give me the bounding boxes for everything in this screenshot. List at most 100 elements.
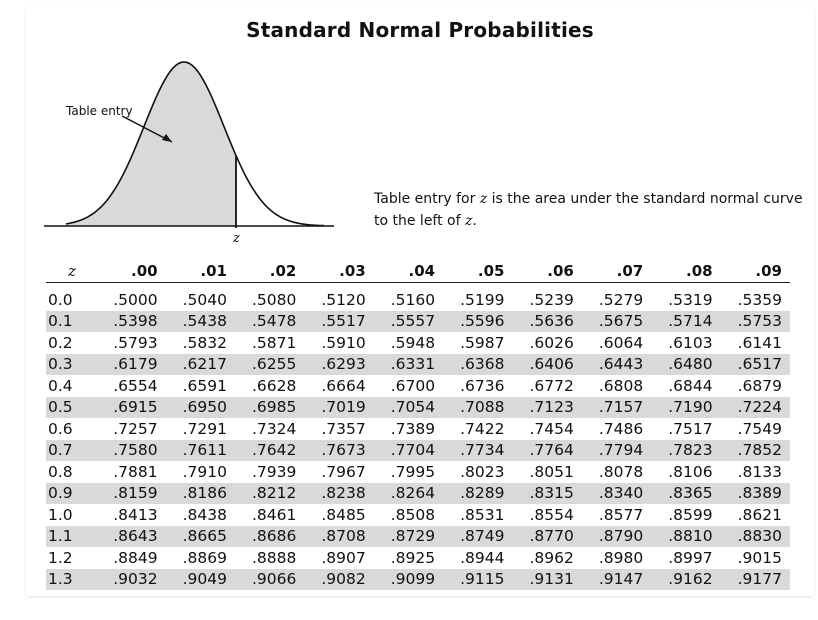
probability-cell: .7389: [390, 419, 436, 438]
probability-cell: .5160: [390, 290, 436, 309]
probability-cell: .6664: [321, 376, 366, 395]
probability-cell: .7549: [737, 419, 782, 438]
probability-cell: .8289: [443, 482, 513, 504]
z-value-cell: 0.2: [48, 333, 73, 352]
probability-cell: .8461: [251, 505, 297, 524]
probability-cell: .8665: [165, 525, 235, 547]
probability-cell: .7517: [668, 419, 713, 438]
z-value-cell: 1.2: [48, 548, 73, 567]
probability-cell: .6064: [598, 333, 644, 352]
probability-cell: .6217: [165, 353, 235, 375]
probability-cell: .7224: [720, 396, 790, 418]
probability-cell: .8810: [651, 525, 721, 547]
probability-cell: .5832: [182, 333, 227, 352]
column-header: .04: [373, 260, 444, 283]
table-row: 0.5.6915.6950.6985.7019.7054.7088.7123.7…: [46, 396, 790, 418]
probability-cell: .7454: [529, 419, 574, 438]
table-row: 0.3.6179.6217.6255.6293.6331.6368.6406.6…: [46, 353, 790, 375]
table-row: 1.3.9032.9049.9066.9082.9099.9115.9131.9…: [46, 568, 790, 590]
probability-cell: .7939: [251, 462, 297, 481]
probability-cell: .7764: [512, 439, 582, 461]
normal-curve-figure: z Table entry: [44, 56, 344, 256]
table-row: 0.7.7580.7611.7642.7673.7704.7734.7764.7…: [46, 439, 790, 461]
probability-cell: .5675: [581, 310, 652, 332]
probability-cell: .8729: [373, 525, 444, 547]
table-body: 0.0.5000.5040.5080.5120.5160.5199.5239.5…: [46, 283, 790, 590]
probability-cell: .7486: [598, 419, 644, 438]
probability-cell: .5239: [529, 290, 574, 309]
probability-cell: .8925: [390, 548, 436, 567]
z-value-cell: 0.7: [46, 439, 97, 461]
probability-cell: .8438: [182, 505, 227, 524]
probability-cell: .5199: [460, 290, 505, 309]
z-value-cell: 0.4: [48, 376, 73, 395]
z-value-cell: 0.6: [48, 419, 73, 438]
probability-cell: .8790: [581, 525, 652, 547]
probability-cell: .6443: [581, 353, 652, 375]
probability-cell: .6141: [737, 333, 782, 352]
probability-cell: .6026: [529, 333, 574, 352]
desc-part3: .: [472, 213, 477, 229]
desc-part1: Table entry for: [374, 191, 480, 207]
probability-cell: .8980: [598, 548, 644, 567]
probability-cell: .5517: [304, 310, 374, 332]
desc-z2: z: [465, 213, 473, 229]
probability-cell: .8577: [598, 505, 644, 524]
z-value-cell: 0.9: [46, 482, 97, 504]
probability-cell: .6554: [113, 376, 158, 395]
probability-cell: .9032: [96, 568, 166, 590]
column-header: .08: [651, 260, 721, 283]
probability-cell: .5948: [390, 333, 436, 352]
probability-cell: .9082: [304, 568, 374, 590]
probability-cell: .8365: [651, 482, 721, 504]
table-row: 0.2 .5793 .5832 .5871 .5910 .5948 .5987 .6026 .6…: [46, 332, 790, 354]
probability-cell: .7823: [651, 439, 721, 461]
z-column-header: z: [46, 260, 97, 283]
column-header: .00: [96, 260, 166, 283]
probability-cell: .7190: [651, 396, 721, 418]
probability-cell: .7704: [373, 439, 444, 461]
probability-cell: .6179: [96, 353, 166, 375]
probability-cell: .8485: [321, 505, 366, 524]
probability-cell: .7019: [304, 396, 374, 418]
probability-cell: .5714: [651, 310, 721, 332]
probability-cell: .5987: [460, 333, 505, 352]
table-row: 0.8 .7881 .7910 .7939 .7967 .7995 .8023 .8051 .8…: [46, 461, 790, 483]
probability-cell: .8749: [443, 525, 513, 547]
probability-cell: .6736: [460, 376, 505, 395]
probability-cell: .6628: [251, 376, 297, 395]
probability-cell: .8051: [529, 462, 574, 481]
shaded-area: [66, 62, 236, 226]
table-header-row: z .00.01.02.03.04.05.06.07.08.09: [46, 260, 790, 283]
probability-cell: .8962: [529, 548, 574, 567]
probability-cell: .7054: [373, 396, 444, 418]
probability-cell: .7852: [720, 439, 790, 461]
probability-cell: .5120: [321, 290, 366, 309]
probability-cell: .8599: [668, 505, 713, 524]
probability-cell: .5279: [598, 290, 644, 309]
probability-cell: .6915: [96, 396, 166, 418]
probability-cell: .7157: [581, 396, 652, 418]
probability-cell: .7794: [581, 439, 652, 461]
table-row: 1.0 .8413 .8438 .8461 .8485 .8508 .8531 .8554 .8…: [46, 504, 790, 526]
probability-cell: .9015: [737, 548, 782, 567]
column-header: .03: [304, 260, 374, 283]
probability-cell: .7580: [96, 439, 166, 461]
table-row: 0.1.5398.5438.5478.5517.5557.5596.5636.5…: [46, 310, 790, 332]
probability-cell: .7881: [113, 462, 158, 481]
probability-cell: .5557: [373, 310, 444, 332]
probability-cell: .7291: [182, 419, 227, 438]
probability-cell: .8830: [720, 525, 790, 547]
probability-cell: .8944: [460, 548, 505, 567]
column-header: .07: [581, 260, 652, 283]
probability-cell: .8340: [581, 482, 652, 504]
probability-cell: .8078: [598, 462, 644, 481]
probability-cell: .9049: [165, 568, 235, 590]
document-page: Standard Normal Probabilities z Table en…: [26, 6, 814, 596]
probability-cell: .6480: [651, 353, 721, 375]
probability-cell: .7422: [460, 419, 505, 438]
column-header: .09: [720, 260, 790, 283]
table-entry-label: Table entry: [66, 104, 133, 118]
probability-cell: .5596: [443, 310, 513, 332]
probability-cell: .9162: [651, 568, 721, 590]
